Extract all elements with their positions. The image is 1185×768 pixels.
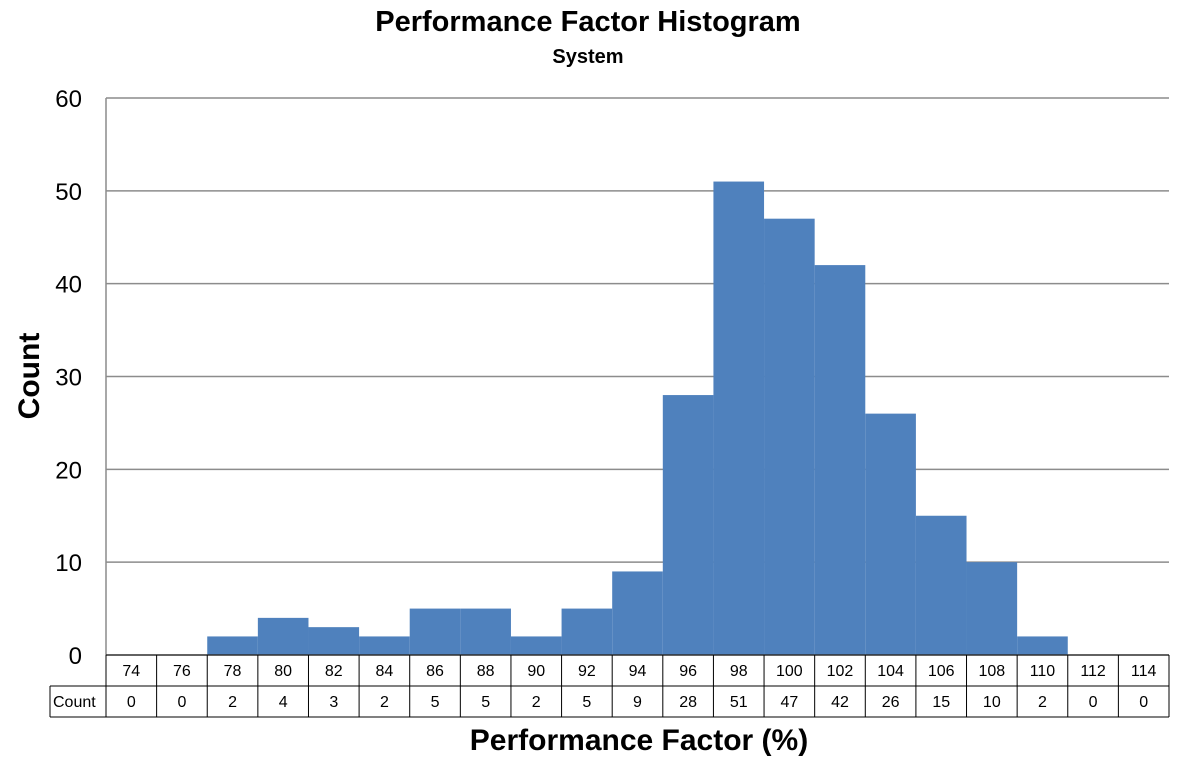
x-tick-label: 84 <box>376 663 394 680</box>
table-series-label: Count <box>53 694 96 711</box>
bar <box>409 608 461 655</box>
table-value-cell: 4 <box>279 694 288 711</box>
table-value-cell: 9 <box>633 694 642 711</box>
x-tick-label: 114 <box>1131 663 1157 680</box>
y-tick-label: 30 <box>55 365 82 392</box>
x-tick-label: 82 <box>325 663 343 680</box>
x-tick-label: 76 <box>173 663 191 680</box>
bar <box>764 218 815 655</box>
chart-title: Performance Factor Histogram <box>375 6 800 38</box>
x-tick-label: 78 <box>224 663 242 680</box>
table-value-cell: 51 <box>730 694 748 711</box>
x-tick-label: 92 <box>578 663 596 680</box>
table-value-cell: 2 <box>380 694 389 711</box>
bar <box>561 608 613 655</box>
bar <box>510 636 562 655</box>
x-tick-label: 94 <box>629 663 647 680</box>
bars <box>207 181 1068 656</box>
x-tick-label: 100 <box>776 663 803 680</box>
table-value-cell: 15 <box>932 694 950 711</box>
x-tick-label: 108 <box>978 663 1005 680</box>
bar <box>662 395 714 655</box>
table-value-cell: 5 <box>431 694 440 711</box>
table-value-cell: 2 <box>228 694 237 711</box>
table-value-cell: 28 <box>679 694 697 711</box>
y-tick-label: 10 <box>55 550 82 577</box>
y-tick-label: 20 <box>55 457 82 484</box>
table-value-cell: 3 <box>329 694 338 711</box>
x-tick-label: 90 <box>527 663 545 680</box>
bar <box>257 617 309 655</box>
bar <box>865 413 916 655</box>
bar <box>814 265 866 655</box>
y-tick-label: 0 <box>69 643 82 670</box>
bar <box>915 515 967 655</box>
x-tick-label: 74 <box>122 663 140 680</box>
table-value-cell: 0 <box>1089 694 1098 711</box>
table-value-cell: 2 <box>1038 694 1047 711</box>
x-tick-label: 98 <box>730 663 748 680</box>
x-axis-label: Performance Factor (%) <box>470 724 808 757</box>
bar <box>713 181 765 656</box>
bar <box>966 562 1018 655</box>
x-tick-label: 110 <box>1030 663 1056 680</box>
x-tick-label: 96 <box>679 663 697 680</box>
table-value-cell: 26 <box>882 694 900 711</box>
y-axis-label: Count <box>13 333 46 420</box>
x-tick-label: 112 <box>1080 663 1106 680</box>
table-value-cell: 10 <box>983 694 1001 711</box>
gridlines <box>106 97 1169 563</box>
x-tick-label: 80 <box>274 663 292 680</box>
x-tick-label: 104 <box>877 663 904 680</box>
bar <box>460 608 511 655</box>
bar <box>1017 636 1068 655</box>
x-tick-label: 102 <box>827 663 854 680</box>
table-value-cell: 5 <box>481 694 490 711</box>
table-value-cell: 42 <box>831 694 849 711</box>
y-tick-label: 60 <box>55 86 82 113</box>
y-tick-label: 50 <box>55 179 82 206</box>
bar <box>308 627 360 655</box>
data-table: Count74076078280482384286588590292594996… <box>49 654 1170 718</box>
bar <box>207 636 258 655</box>
table-value-cell: 47 <box>780 694 798 711</box>
table-value-cell: 5 <box>582 694 591 711</box>
bar <box>359 636 410 655</box>
x-tick-label: 86 <box>426 663 444 680</box>
x-tick-label: 106 <box>928 663 955 680</box>
bar <box>612 571 663 655</box>
y-tick-label: 40 <box>55 272 82 299</box>
table-value-cell: 0 <box>177 694 186 711</box>
table-value-cell: 2 <box>532 694 541 711</box>
y-axis-ticks: 0 10 20 30 40 50 60 <box>55 86 82 670</box>
chart-subtitle: System <box>552 46 623 68</box>
table-value-cell: 0 <box>127 694 136 711</box>
table-value-cell: 0 <box>1139 694 1148 711</box>
x-tick-label: 88 <box>477 663 495 680</box>
